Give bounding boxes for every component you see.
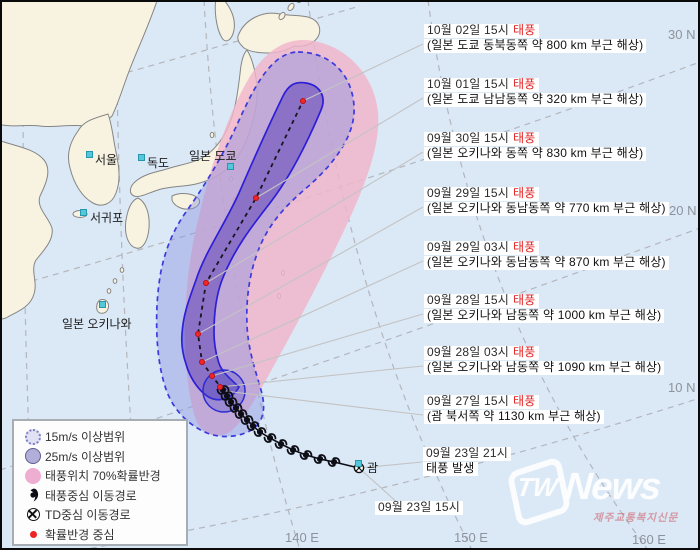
- genesis-label: 09월 23일 21시 태풍 발생: [423, 447, 512, 476]
- legend-row: 15m/s 이상범위: [21, 427, 186, 447]
- typhoon-symbol-icon: [21, 487, 45, 503]
- city-label-okinawa: 일본 오키나와: [62, 317, 132, 331]
- forecast-location: (일본 오키나와 남동쪽 약 1000 km 부근 해상): [424, 309, 665, 323]
- forecast-location: (일본 오키나와 동남동쪽 약 770 km 부근 해상): [424, 202, 669, 216]
- td-symbol-icon: [21, 508, 45, 522]
- forecast-location: (일본 오키나와 동쪽 약 830 km 부근 해상): [424, 147, 647, 161]
- storm-tag: 태풍: [513, 293, 536, 307]
- lon-label-140e: 140 E: [285, 530, 319, 545]
- legend: 15m/s 이상범위 25m/s 이상범위 태풍위치 70%확률반경 태풍중심 …: [12, 419, 188, 546]
- wind25-swatch-icon: [21, 448, 45, 465]
- land-korea: [67, 113, 120, 206]
- forecast-time: 09월 29일 15시: [427, 186, 510, 200]
- forecast-label: 10월 02일 15시 태풍 (일본 도쿄 동북동쪽 약 800 km 부근 해상…: [424, 23, 647, 53]
- storm-tag: 태풍: [513, 186, 536, 200]
- city-marker-dokdo: [138, 154, 145, 161]
- forecast-time: 09월 28일 15시: [427, 293, 510, 307]
- storm-tag: 태풍: [513, 394, 536, 408]
- legend-label: 25m/s 이상범위: [45, 449, 126, 464]
- legend-label: 15m/s 이상범위: [45, 430, 126, 445]
- forecast-location: (일본 도쿄 동북동쪽 약 800 km 부근 해상): [424, 39, 647, 53]
- forecast-label: 09월 29일 15시 태풍 (일본 오키나와 동남동쪽 약 770 km 부근 …: [424, 187, 669, 216]
- lon-label-160e: 160 E: [632, 532, 666, 547]
- city-marker-guam: [355, 460, 362, 467]
- legend-label: 확률반경 중심: [45, 527, 115, 542]
- lat-label-10n: 10 N: [668, 380, 696, 395]
- genesis-event: 태풍 발생: [423, 462, 478, 476]
- forecast-time: 09월 30일 15시: [427, 131, 510, 145]
- legend-row: 태풍중심 이동경로: [21, 486, 186, 506]
- storm-tag: 태풍: [513, 23, 536, 37]
- forecast-label: 09월 29일 03시 태풍 (일본 오키나와 동남동쪽 약 870 km 부근 …: [424, 241, 669, 270]
- forecast-location: (일본 오키나와 동남동쪽 약 870 km 부근 해상): [424, 256, 669, 270]
- legend-label: 태풍중심 이동경로: [45, 488, 137, 503]
- legend-label: TD중심 이동경로: [45, 508, 131, 523]
- legend-row: TD중심 이동경로: [21, 505, 186, 525]
- storm-tag: 태풍: [513, 240, 536, 254]
- legend-row: 확률반경 중심: [21, 525, 186, 545]
- forecast-time: 09월 27일 15시: [427, 394, 510, 408]
- lon-label-150e: 150 E: [454, 530, 488, 545]
- forecast-dot-icon: [21, 530, 45, 538]
- forecast-time: 09월 29일 03시: [427, 240, 510, 254]
- land-sakhalin: [214, 0, 235, 42]
- legend-row: 25m/s 이상범위: [21, 447, 186, 467]
- prob70-swatch-icon: [21, 467, 45, 484]
- forecast-label: 09월 28일 15시 태풍 (일본 오키나와 남동쪽 약 1000 km 부근 …: [424, 293, 665, 323]
- city-label-tokyo: 일본 도쿄: [189, 149, 237, 163]
- lat-label-20n: 20 N: [669, 203, 697, 218]
- city-marker-seoul: [86, 151, 93, 158]
- forecast-time: 10월 01일 15시: [427, 77, 510, 91]
- forecast-location: (괌 북서쪽 약 1130 km 부근 해상): [424, 410, 604, 424]
- forecast-location: (일본 오키나와 남동쪽 약 1090 km 부근 해상): [424, 361, 665, 375]
- city-label-guam: 괌: [367, 461, 379, 475]
- storm-tag: 태풍: [513, 345, 536, 359]
- city-label-dokdo: 독도: [147, 156, 170, 170]
- land-shikoku: [171, 193, 201, 210]
- forecast-label: 10월 01일 15시 태풍 (일본 도쿄 남남동쪽 약 320 km 부근 해상…: [424, 77, 647, 107]
- earlier-point-time: 09월 23일 15시: [375, 501, 464, 515]
- wind25-area: [180, 81, 324, 401]
- forecast-label: 09월 28일 03시 태풍 (일본 오키나와 남동쪽 약 1090 km 부근 …: [424, 345, 665, 375]
- city-label-seogwipo: 서귀포: [90, 211, 124, 225]
- legend-label: 태풍위치 70%확률반경: [45, 469, 161, 484]
- forecast-location: (일본 도쿄 남남동쪽 약 320 km 부근 해상): [424, 93, 647, 107]
- genesis-time: 09월 23일 21시: [423, 447, 512, 461]
- forecast-time: 09월 28일 03시: [427, 345, 510, 359]
- forecast-label: 09월 30일 15시 태풍 (일본 오키나와 동쪽 약 830 km 부근 해상…: [424, 131, 647, 161]
- city-marker-seogwipo: [80, 209, 87, 216]
- earlier-point-label: 09월 23일 15시: [375, 501, 464, 515]
- storm-tag: 태풍: [513, 131, 536, 145]
- leader-lines: [197, 43, 424, 506]
- wind15-swatch-icon: [21, 428, 45, 445]
- land-china-coast: [0, 140, 53, 321]
- city-marker-okinawa: [99, 301, 106, 308]
- city-marker-tokyo: [227, 163, 234, 170]
- forecast-dots: [194, 98, 306, 390]
- landmasses: [0, 0, 321, 321]
- forecast-label: 09월 27일 15시 태풍 (괌 북서쪽 약 1130 km 부근 해상): [424, 395, 604, 424]
- city-label-seoul: 서울: [95, 153, 118, 167]
- land-kyushu: [125, 197, 150, 249]
- lat-label-30n: 30 N: [668, 27, 696, 42]
- storm-tag: 태풍: [513, 77, 536, 91]
- legend-row: 태풍위치 70%확률반경: [21, 466, 186, 486]
- forecast-time: 10월 02일 15시: [427, 23, 510, 37]
